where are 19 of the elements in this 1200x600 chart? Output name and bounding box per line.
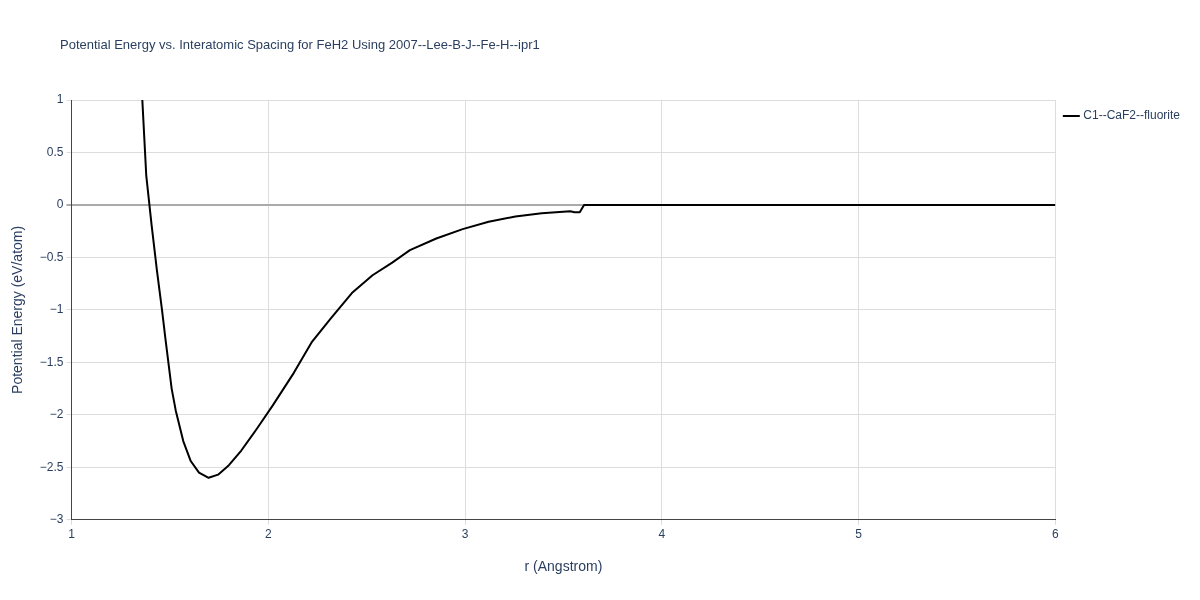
x-tick-label: 3	[461, 527, 469, 542]
x-axis-title: r (Angstrom)	[524, 558, 603, 575]
y-tick-label: 0	[56, 197, 64, 212]
y-tick-label: −1	[49, 302, 64, 317]
x-tick-label: 6	[1051, 527, 1059, 542]
y-tick-label: −0.5	[39, 249, 64, 264]
legend-label: C1--CaF2--fluorite	[1083, 108, 1181, 123]
y-axis-title: Potential Energy (eV/atom)	[9, 225, 26, 394]
x-tick-label: 4	[658, 527, 666, 542]
y-tick-label: 0.5	[46, 144, 64, 159]
y-tick-label: 1	[56, 92, 64, 107]
x-tick-label: 2	[264, 527, 272, 542]
x-tick-label: 1	[68, 527, 76, 542]
x-tick-label: 5	[855, 527, 863, 542]
y-tick-label: −3	[49, 512, 64, 527]
y-tick-label: −1.5	[39, 354, 64, 369]
chart-title: Potential Energy vs. Interatomic Spacing for FeH2 Using 2007--Lee-B-J--Fe-H--ipr1	[60, 37, 540, 52]
y-tick-label: −2.5	[39, 459, 64, 474]
y-tick-label: −2	[49, 407, 64, 422]
